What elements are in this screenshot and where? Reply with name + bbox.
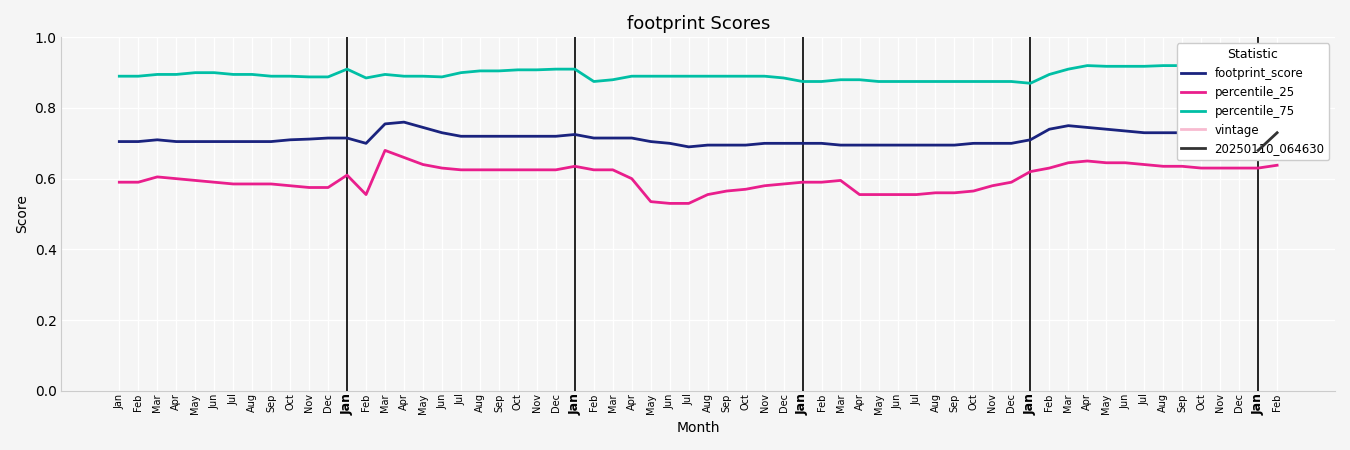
- vintage: [1250, 153, 1266, 158]
- percentile_75: [414, 73, 431, 79]
- Line: percentile_25: percentile_25: [119, 150, 1277, 203]
- Title: footprint Scores: footprint Scores: [626, 15, 769, 33]
- percentile_25: [662, 201, 678, 206]
- footprint_score: [718, 142, 734, 148]
- percentile_25: [111, 180, 127, 185]
- percentile_25: [339, 172, 355, 178]
- percentile_25: [1156, 164, 1172, 169]
- X-axis label: Month: Month: [676, 421, 720, 435]
- percentile_25: [718, 189, 734, 194]
- footprint_score: [680, 144, 697, 149]
- percentile_75: [111, 73, 127, 79]
- 20250110_064630: [1269, 130, 1285, 135]
- percentile_75: [207, 70, 223, 75]
- footprint_score: [111, 139, 127, 144]
- percentile_25: [207, 180, 223, 185]
- footprint_score: [1269, 126, 1285, 132]
- percentile_75: [339, 67, 355, 72]
- footprint_score: [1156, 130, 1172, 135]
- percentile_75: [680, 73, 697, 79]
- 20250110_064630: [1250, 148, 1266, 153]
- percentile_25: [852, 192, 868, 197]
- Line: footprint_score: footprint_score: [119, 122, 1277, 147]
- footprint_score: [852, 142, 868, 148]
- Y-axis label: Score: Score: [15, 194, 28, 234]
- percentile_25: [377, 148, 393, 153]
- footprint_score: [339, 135, 355, 141]
- percentile_25: [1269, 162, 1285, 168]
- percentile_25: [433, 165, 450, 171]
- percentile_75: [1269, 63, 1285, 68]
- Line: percentile_75: percentile_75: [119, 66, 1277, 83]
- footprint_score: [433, 130, 450, 135]
- vintage: [1269, 155, 1285, 160]
- percentile_75: [1079, 63, 1095, 68]
- percentile_75: [1022, 81, 1038, 86]
- percentile_75: [814, 79, 830, 84]
- Line: 20250110_064630: 20250110_064630: [1258, 133, 1277, 150]
- footprint_score: [396, 119, 412, 125]
- Line: vintage: vintage: [1258, 156, 1277, 158]
- percentile_75: [1156, 63, 1172, 68]
- Legend: footprint_score, percentile_25, percentile_75, vintage, 20250110_064630: footprint_score, percentile_25, percenti…: [1177, 43, 1330, 160]
- footprint_score: [207, 139, 223, 144]
